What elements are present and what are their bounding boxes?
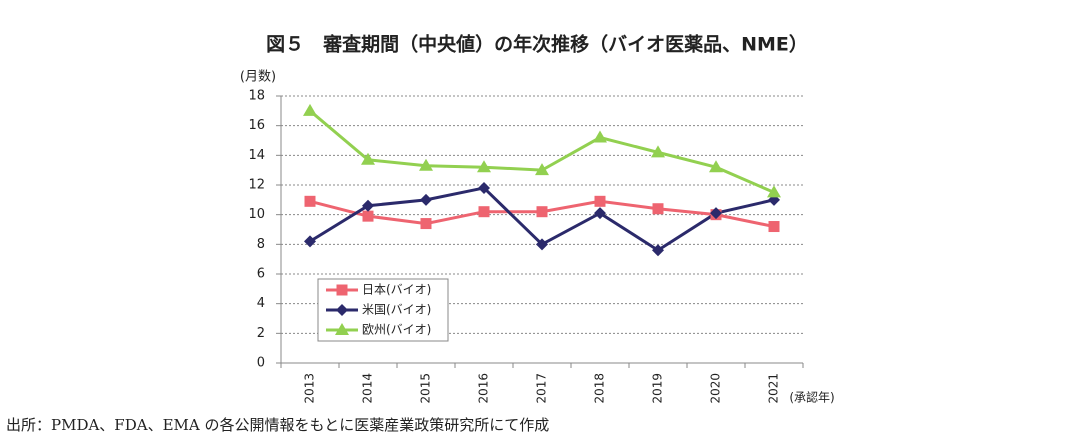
marker: [361, 152, 375, 165]
legend-label: 欧州(バイオ): [362, 323, 431, 337]
series-line: [309, 109, 775, 194]
y-tick-label: 14: [248, 148, 265, 163]
x-tick-label: 2014: [361, 373, 375, 404]
marker: [767, 185, 781, 198]
marker: [420, 193, 432, 206]
x-tick-label: 2016: [477, 373, 491, 404]
marker: [652, 244, 664, 257]
x-axis-label: (承認年): [789, 390, 834, 405]
x-tick-label: 2017: [535, 373, 549, 404]
x-tick-label: 2013: [303, 373, 317, 404]
y-tick-label: 16: [248, 118, 265, 133]
source-note: 出所：PMDA、FDA、EMA の各公開情報をもとに医薬産業政策研究所にて作成: [6, 416, 549, 434]
marker: [477, 160, 491, 173]
x-tick-label: 2020: [709, 373, 723, 404]
marker: [478, 206, 490, 218]
marker: [304, 195, 316, 207]
y-tick-label: 10: [248, 207, 265, 222]
y-tick-label: 4: [257, 296, 265, 311]
legend-label: 米国(バイオ): [362, 303, 431, 317]
marker: [594, 195, 606, 207]
y-tick-label: 12: [248, 178, 265, 193]
marker: [420, 218, 432, 230]
x-tick-label: 2018: [593, 373, 607, 404]
x-tick-label: 2021: [767, 373, 781, 404]
y-tick-label: 6: [257, 267, 265, 282]
y-tick-label: 8: [257, 237, 265, 252]
y-tick-label: 18: [248, 89, 265, 104]
marker: [709, 160, 723, 173]
legend: 日本(バイオ) 米国(バイオ) 欧州(バイオ): [317, 278, 449, 342]
marker: [652, 203, 664, 215]
x-tick-label: 2019: [651, 373, 665, 404]
marker: [362, 210, 374, 222]
marker: [593, 130, 607, 143]
marker: [419, 158, 433, 171]
marker: [478, 181, 490, 194]
marker: [768, 221, 780, 233]
legend-label: 日本(バイオ): [362, 283, 431, 297]
marker: [304, 235, 316, 248]
marker: [651, 145, 665, 158]
y-tick-label: 2: [257, 326, 265, 341]
marker: [536, 206, 548, 218]
x-tick-label: 2015: [419, 373, 433, 404]
y-tick-label: 0: [257, 356, 265, 371]
chart-title: 図５ 審査期間（中央値）の年次推移（バイオ医薬品、NME）: [266, 33, 808, 56]
marker: [336, 284, 348, 296]
marker: [336, 304, 348, 316]
marker: [535, 163, 549, 176]
marker: [335, 323, 349, 335]
y-axis-label: (月数): [240, 70, 276, 85]
marker: [710, 207, 722, 220]
marker: [536, 238, 548, 251]
marker: [303, 103, 317, 116]
marker: [594, 207, 606, 220]
marker: [362, 199, 374, 212]
